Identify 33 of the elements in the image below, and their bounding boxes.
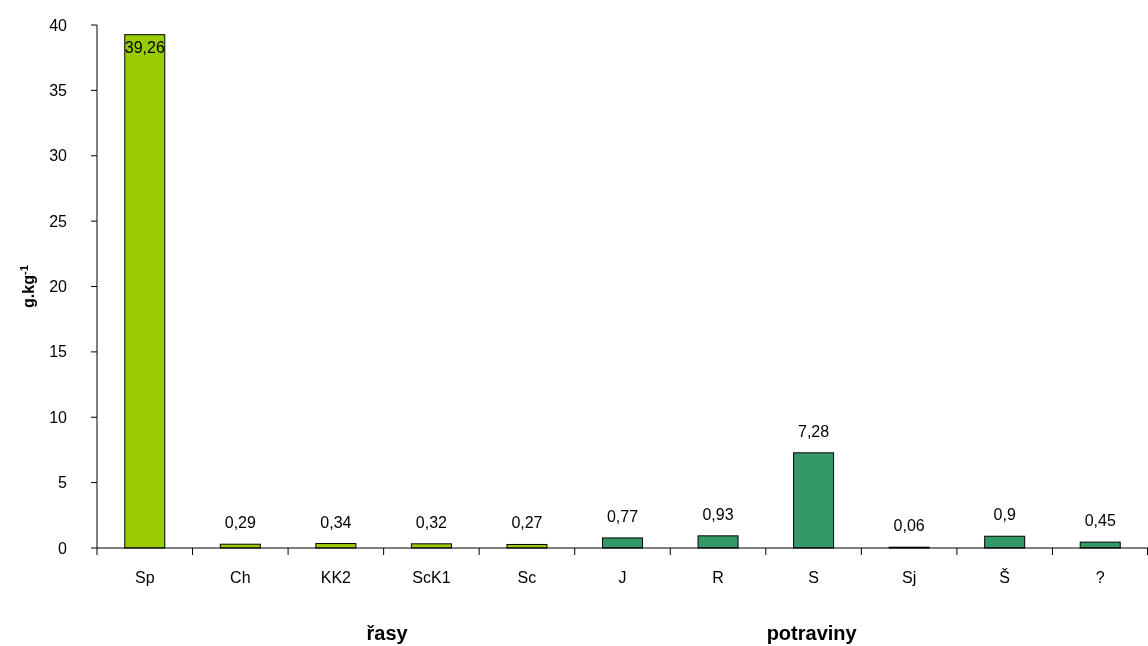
x-tick-label: R [712, 569, 724, 586]
data-label: 0,06 [893, 517, 925, 535]
data-label: 0,34 [320, 513, 352, 531]
data-label: 0,45 [1084, 512, 1116, 530]
data-label: 39,26 [124, 38, 165, 56]
data-label: 7,28 [798, 422, 830, 440]
y-tick-label: 35 [49, 81, 68, 99]
y-tick-label: 15 [49, 343, 68, 361]
data-label: 0,77 [606, 507, 639, 525]
y-tick-label: 40 [49, 16, 68, 34]
x-tick-label: Ch [230, 569, 251, 586]
data-label: 0,93 [702, 505, 734, 523]
y-tick-label: 10 [49, 408, 68, 426]
y-tick-label: 0 [58, 539, 68, 557]
y-tick-label: 5 [58, 474, 68, 492]
x-tick-label: S [808, 569, 819, 586]
x-tick-label: J [618, 569, 627, 586]
x-tick-label: Sc [517, 569, 537, 586]
x-tick-label: Š [999, 568, 1011, 586]
data-label: 0,27 [511, 514, 543, 532]
y-tick-label: 25 [49, 212, 68, 230]
data-label: 0,29 [224, 514, 256, 532]
x-tick-label: ScK1 [412, 569, 451, 586]
data-label: 0,32 [415, 513, 448, 531]
y-tick-label: 20 [49, 278, 68, 296]
x-tick-label: KK2 [320, 569, 352, 586]
x-tick-label: ? [1095, 569, 1105, 586]
data-label: 0,9 [993, 506, 1016, 524]
x-tick-label: Sp [134, 569, 155, 586]
text: potraviny [766, 622, 858, 644]
x-tick-label: Sj [902, 569, 917, 586]
y-tick-label: 30 [49, 147, 68, 165]
text: řasy [366, 622, 409, 644]
